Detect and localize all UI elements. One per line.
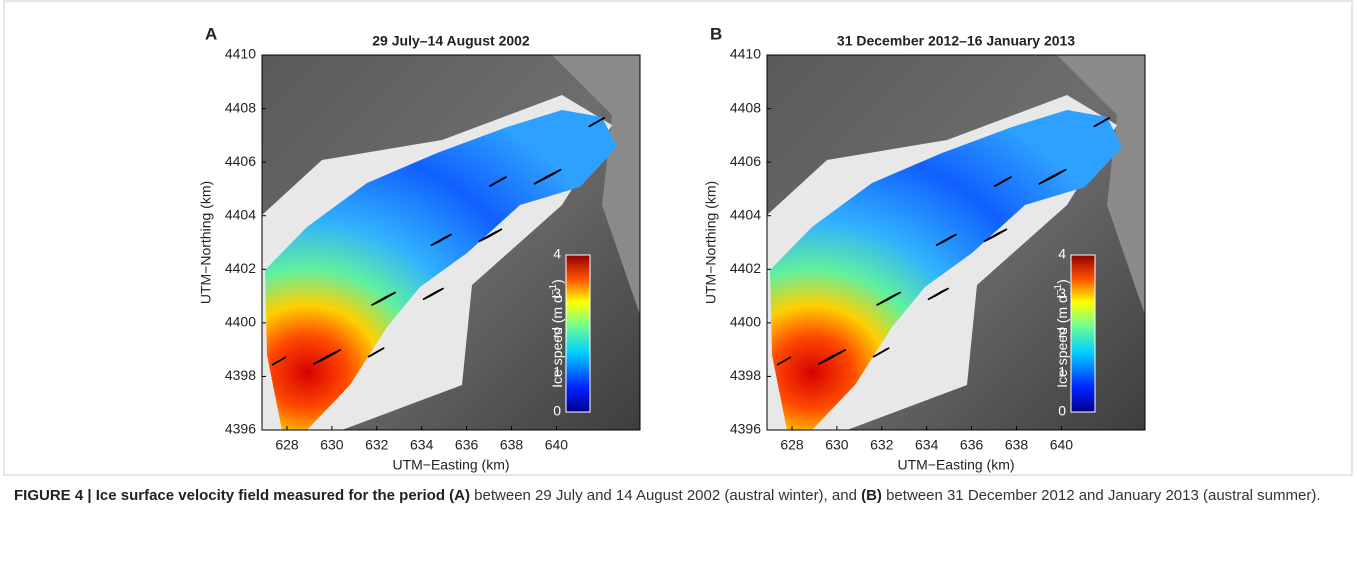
y-axis-label: UTM−Northing (km) (703, 181, 719, 304)
colorbar-label-end: ) (549, 279, 565, 284)
glacier-velocity (770, 110, 1122, 430)
flow-arrow (997, 176, 1012, 186)
y-tick-label: 4406 (730, 153, 761, 169)
plot-frame (766, 54, 1146, 431)
flow-arrow (326, 348, 342, 359)
colorbar-label-sup: −1 (1053, 283, 1064, 295)
y-tick-label: 4402 (225, 260, 256, 276)
colorbar (1070, 254, 1096, 413)
x-axis-label: UTM−Easting (km) (392, 457, 509, 473)
colorbar-label-sup: −1 (548, 283, 559, 295)
flow-arrow (776, 356, 792, 366)
caption-text: between 31 December 2012 and January 201… (881, 487, 1321, 504)
panel: A 29 July–14 August 2002 4396 4398 4400 4402 4… (198, 24, 641, 473)
panel-title: 31 December 2012–16 January 2013 (837, 33, 1075, 49)
flow-arrow (547, 168, 562, 178)
panel-label: B (710, 24, 722, 43)
y-tick-label: 4398 (225, 367, 256, 383)
flow-arrow (590, 116, 606, 127)
y-tick-label: 4396 (225, 421, 256, 437)
y-tick-label: 4398 (730, 367, 761, 383)
colorbar-label-text: Ice speed (m d (549, 295, 565, 388)
y-tick-label: 4410 (225, 46, 256, 62)
x-tick-label: 636 (960, 437, 984, 453)
colorbar (565, 254, 591, 413)
flow-arrow (886, 291, 902, 301)
caption: FIGURE 4 | Ice surface velocity field me… (14, 484, 1334, 507)
y-tick-label: 4410 (730, 46, 761, 62)
y-tick-label: 4402 (730, 260, 761, 276)
flow-arrow (271, 356, 287, 366)
flow-arrow (831, 348, 847, 359)
y-tick-label: 4396 (730, 421, 761, 437)
y-tick-label: 4406 (225, 153, 256, 169)
y-tick-label: 4400 (225, 314, 256, 330)
panel-title: 29 July–14 August 2002 (372, 33, 530, 49)
colorbar-label: Ice speed (m d−1) (1053, 279, 1070, 388)
flow-arrow (1052, 168, 1067, 178)
panel-label: A (205, 24, 217, 43)
flow-arrow (381, 291, 397, 301)
colorbar-tick-label: 4 (1058, 246, 1066, 262)
caption-lead: FIGURE 4 | Ice surface velocity field me… (14, 487, 445, 504)
caption-text: between 29 July and 14 August 2002 (aust… (470, 487, 862, 504)
y-tick-label: 4408 (730, 99, 761, 115)
flow-arrow (437, 233, 453, 243)
plot-frame (261, 54, 641, 431)
y-tick-label: 4400 (730, 314, 761, 330)
colorbar-tick-label: 2 (1058, 324, 1066, 340)
colorbar-tick-label: 1 (1058, 363, 1066, 379)
colorbar-tick-label: 3 (1058, 285, 1066, 301)
x-tick-label: 636 (455, 437, 479, 453)
flow-arrow (992, 228, 1008, 238)
caption-ref: (A) (449, 487, 470, 504)
y-tick-label: 4404 (730, 206, 761, 222)
caption-ref: (B) (861, 487, 882, 504)
x-tick-label: 638 (500, 437, 524, 453)
flow-arrow (942, 233, 958, 243)
x-axis-label: UTM−Easting (km) (897, 457, 1014, 473)
flow-arrow (492, 176, 507, 186)
flow-arrow (874, 347, 890, 357)
x-tick-label: 632 (365, 437, 389, 453)
x-tick-label: 634 (915, 437, 939, 453)
x-tick-label: 630 (320, 437, 344, 453)
x-tick-label: 628 (780, 437, 804, 453)
colorbar-label: Ice speed (m d−1) (548, 279, 565, 388)
lake (552, 55, 640, 315)
y-tick-label: 4408 (225, 99, 256, 115)
lake (1057, 55, 1145, 315)
figure-frame (3, 0, 1353, 476)
colorbar-label-text: Ice speed (m d (1054, 295, 1070, 388)
flow-arrow (369, 347, 385, 357)
flow-arrow (429, 287, 445, 297)
x-tick-label: 628 (275, 437, 299, 453)
colorbar-label-end: ) (1054, 279, 1070, 284)
x-tick-label: 640 (545, 437, 569, 453)
x-tick-label: 640 (1050, 437, 1074, 453)
panel: B 31 December 2012–16 January 2013 4396 439… (703, 24, 1146, 473)
x-tick-label: 632 (870, 437, 894, 453)
x-tick-label: 630 (825, 437, 849, 453)
flow-arrow (487, 228, 503, 238)
colorbar-tick-label: 3 (553, 285, 561, 301)
y-axis-label: UTM−Northing (km) (198, 181, 214, 304)
figure: A 29 July–14 August 200243964398440044024… (3, 0, 1353, 476)
flow-arrow (1095, 116, 1111, 127)
x-tick-label: 634 (410, 437, 434, 453)
x-tick-label: 638 (1005, 437, 1029, 453)
colorbar-tick-label: 0 (553, 403, 561, 419)
glacier-velocity (265, 110, 617, 430)
colorbar-tick-label: 4 (553, 246, 561, 262)
y-tick-label: 4404 (225, 206, 256, 222)
flow-arrow (934, 287, 950, 297)
colorbar-tick-label: 1 (553, 363, 561, 379)
colorbar-tick-label: 2 (553, 324, 561, 340)
colorbar-tick-label: 0 (1058, 403, 1066, 419)
